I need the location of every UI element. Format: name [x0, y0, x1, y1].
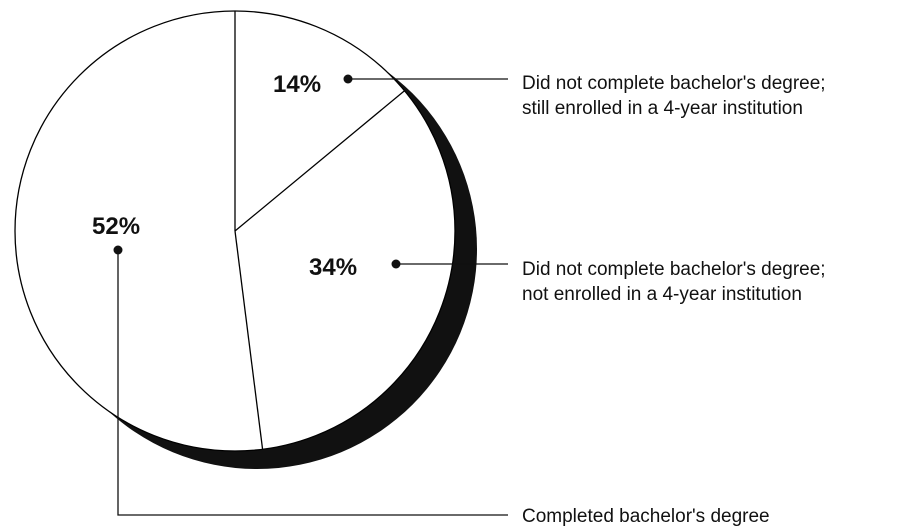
slice-category-label-still-enrolled-line1: Did not complete bachelor's degree;: [522, 73, 826, 94]
slice-category-label-still-enrolled-line2: still enrolled in a 4-year institution: [522, 98, 803, 119]
slice-percent-label-not-enrolled: 34%: [309, 254, 357, 281]
slice-percent-label-completed: 52%: [92, 213, 140, 240]
slice-divider-right: [234, 90, 405, 232]
slice-category-label-not-enrolled-line2: not enrolled in a 4-year institution: [522, 284, 802, 305]
leader-lines: [113, 74, 508, 516]
leader-line-completed: [117, 250, 508, 516]
slice-category-label-not-enrolled-line1: Did not complete bachelor's degree;: [522, 259, 826, 280]
slice-divider-bottom: [234, 230, 264, 450]
pie-body: [14, 10, 456, 452]
slice-percent-label-still-enrolled: 14%: [273, 71, 321, 98]
slice-category-label-completed: Completed bachelor's degree: [522, 506, 770, 527]
